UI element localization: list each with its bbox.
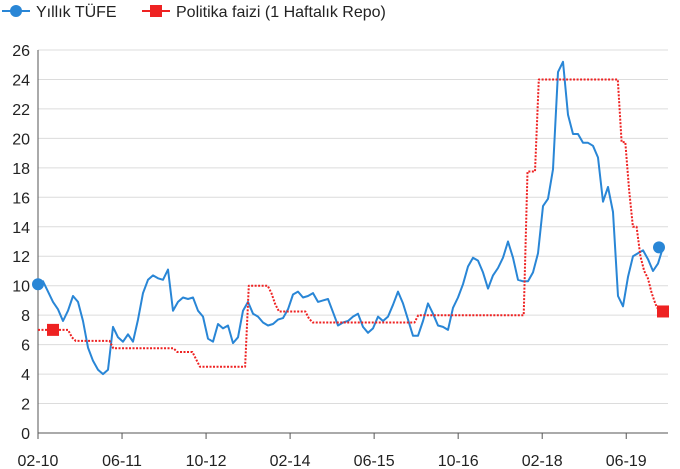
legend-politika-square-marker	[150, 5, 162, 17]
legend-item-tufe[interactable]: Yıllık TÜFE	[2, 3, 117, 21]
series-0	[32, 60, 665, 376]
tufe-end-marker	[653, 241, 665, 254]
gridlines	[38, 49, 668, 405]
y-tick-label-2: 2	[21, 397, 30, 414]
politika-start-marker	[47, 323, 59, 336]
y-tick-label-18: 18	[12, 161, 30, 178]
y-tick-label-26: 26	[12, 43, 30, 60]
tufe-start-marker	[32, 278, 44, 291]
y-tick-label-10: 10	[12, 279, 30, 296]
legend-tufe-circle-marker	[10, 5, 22, 17]
x-tick-label-10-16: 10-16	[438, 453, 479, 469]
x-tick-label-02-10: 02-10	[18, 453, 59, 469]
y-tick-label-0: 0	[21, 426, 30, 443]
y-tick-label-14: 14	[12, 220, 30, 237]
legend-label-tufe: Yıllık TÜFE	[36, 3, 117, 21]
y-tick-label-22: 22	[12, 102, 30, 119]
x-tick-label-02-18: 02-18	[522, 453, 563, 469]
legend: Yıllık TÜFE Politika faizi (1 Haftalık R…	[2, 3, 386, 21]
legend-item-politika-faizi[interactable]: Politika faizi (1 Haftalık Repo)	[142, 4, 386, 21]
x-tick-label-06-19: 06-19	[606, 453, 647, 469]
legend-label-politika-faizi: Politika faizi (1 Haftalık Repo)	[176, 4, 386, 21]
y-tick-label-12: 12	[12, 249, 30, 266]
y-tick-label-20: 20	[12, 131, 30, 148]
y-tick-label-24: 24	[12, 72, 30, 89]
series-layer	[32, 60, 669, 376]
x-tick-label-06-11: 06-11	[102, 453, 142, 469]
x-tick-label-02-14: 02-14	[270, 453, 311, 469]
y-tick-label-6: 6	[21, 338, 30, 355]
y-tick-label-4: 4	[21, 367, 30, 384]
x-tick-label-10-12: 10-12	[186, 453, 227, 469]
y-tick-label-8: 8	[21, 308, 30, 325]
x-axis: 02-10 06-11 10-12 02-14 06-15 10-16 02-18 06-19	[18, 432, 668, 469]
politika-end-marker	[657, 305, 669, 318]
y-tick-label-16: 16	[12, 190, 30, 207]
x-tick-label-06-15: 06-15	[354, 453, 395, 469]
series-1	[38, 78, 669, 368]
series-line-tufe	[37, 60, 664, 376]
